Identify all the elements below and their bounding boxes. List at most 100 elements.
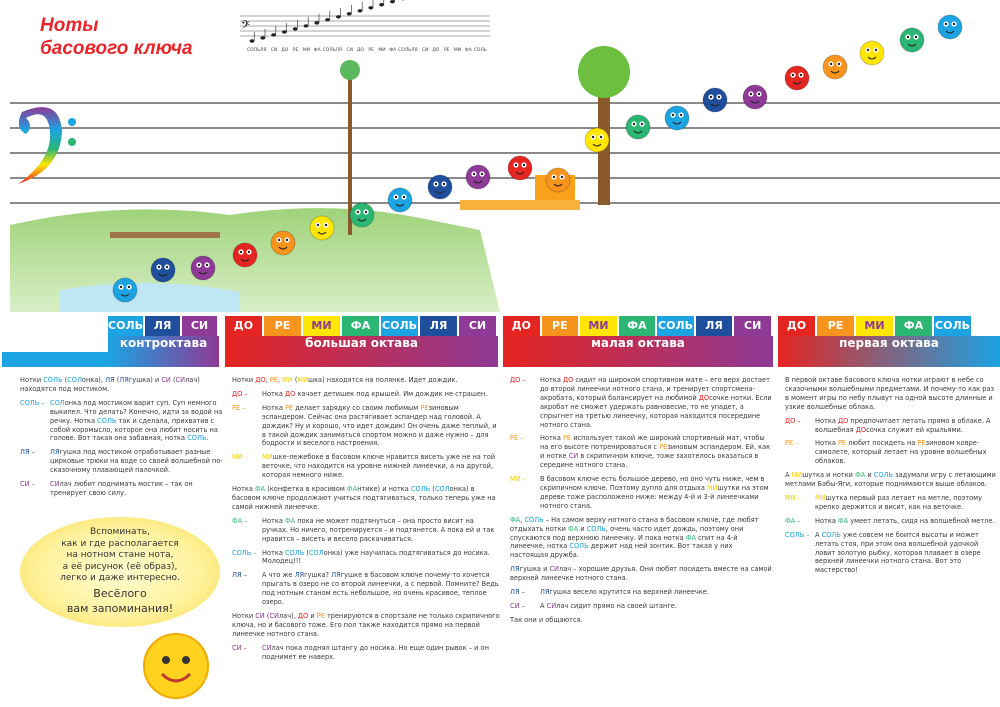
note-highlight: СОЛЬ [410, 485, 431, 494]
note-highlight: ЛЯ [50, 448, 60, 457]
description-text: Нотка ДО предпочитает летать прямо в обл… [815, 417, 997, 435]
note-character-do [232, 242, 258, 268]
note-highlight: МИ [706, 483, 718, 492]
text-segment: онка) уже научилась подтягиваться до нос… [262, 548, 490, 566]
note-highlight: ЛЯ [119, 376, 129, 384]
text-segment: предпочитает летать прямо в облаке. А во… [815, 416, 991, 434]
note-character-re [822, 54, 848, 80]
text-segment: и [578, 524, 587, 533]
text-column-contra: Нотки СОЛЬ (СОЛонка), ЛЯ (ЛЯгушка) и СИ … [20, 376, 225, 503]
mini-staff: 𝄢 [240, 0, 490, 43]
text-segment: гушка? [304, 571, 332, 580]
note-highlight: СОЛ [434, 485, 450, 494]
smiley-sun-icon [143, 633, 209, 699]
note-tab: СОЛЬ [108, 316, 145, 336]
note-character-do [507, 155, 533, 181]
text-segment: гушке в басовом ключе почему-то хочется … [262, 571, 499, 607]
note-highlight: ЛЯ [105, 376, 115, 384]
text-segment: Нотки [232, 376, 256, 384]
note-label: ФА – [785, 516, 801, 525]
bass-clef-icon [18, 107, 62, 184]
note-highlight: ФА [254, 485, 266, 494]
note-highlight: ФА [510, 515, 521, 524]
note-label: МИ – [232, 453, 249, 462]
note-label: РЕ – [510, 434, 524, 443]
title-line-2: басового ключа [40, 38, 193, 59]
text-column-first: В первой октаве басового ключа нотки игр… [785, 376, 997, 580]
text-segment: В басовом ключе есть большое дерево, но … [540, 475, 765, 492]
note-description: ДО – Нотка ДО качает детишек под крышей. … [232, 390, 500, 399]
text-segment: ( [264, 611, 270, 620]
note-highlight: ФА [837, 516, 849, 525]
note-tab: ДО [503, 316, 542, 336]
text-segment: ( [62, 376, 68, 384]
text-segment: Нотка [232, 485, 255, 494]
note-tab: СОЛЬ [934, 316, 973, 336]
note-character-la [427, 174, 453, 200]
mini-note-head [325, 18, 330, 22]
mini-note-name: СОЛЬ [398, 48, 412, 53]
description-text: Нотка ДО качает детишек под крышей. Им д… [262, 390, 487, 399]
note-description: МИ – МИшутка первый раз летает на метле, … [785, 494, 997, 512]
note-character-mi [584, 127, 610, 153]
octave-strip [503, 352, 773, 367]
note-description: ФА – Нотка ФА пока не может подтянуться –… [232, 517, 500, 544]
text-segment: зиновом ковре-самолете, который летает н… [815, 439, 987, 466]
text-segment: лач пока поднял штангу до носика. Но еще… [262, 643, 489, 661]
text-segment: и [308, 611, 317, 620]
text-segment: Нотка [540, 434, 563, 443]
note-highlight: СОЛЬ [284, 548, 305, 557]
text-segment: Нотки [20, 376, 44, 384]
note-tab: ЛЯ [695, 316, 735, 336]
paragraph: ЛЯгушка и СИлач – хорошие друзья. Они лю… [510, 565, 772, 583]
description-text: Нотка ФА пока не может подтянуться – она… [262, 517, 500, 544]
note-character-fa [899, 27, 925, 53]
mini-note-name: РЕ [292, 48, 299, 53]
note-highlight: ЛЯ [294, 571, 305, 580]
mini-note-head [292, 27, 298, 31]
text-segment: сочка служит ей крыльями. [866, 425, 963, 434]
note-highlight: ЛЯ [540, 588, 550, 597]
octave-note-tabs: ДО РЕ МИ ФА СОЛЬ ЛЯ СИ [225, 316, 498, 336]
bubble-text: легко и даже интересно. [60, 573, 180, 583]
bridge [110, 232, 220, 238]
octave-name: малая октава [503, 336, 773, 352]
description-text: МИшутка первый раз летает на метле, поэт… [815, 494, 997, 512]
note-tab: МИ [580, 316, 619, 336]
note-highlight: ФА [346, 485, 358, 494]
mini-note-name: ЛЯ [259, 48, 267, 53]
note-character-si [742, 84, 768, 110]
text-column-big: Нотки ДО, РЕ, МИ (МИшка) находятся на по… [232, 376, 500, 666]
note-label: СОЛЬ – [232, 548, 257, 557]
mini-note-head [390, 0, 395, 4]
note-highlight: СИ [175, 376, 186, 384]
note-tab: РЕ [264, 316, 303, 336]
text-segment: (конфетка в красивом [265, 485, 347, 494]
page-title: Ноты басового ключа [40, 14, 192, 60]
mini-bass-clef-icon: 𝄢 [241, 19, 250, 35]
note-highlight: ДО [698, 393, 710, 402]
description-text: Нотка ФА умеет летать, сидя на волшебной… [815, 517, 994, 526]
text-segment: Нотка [815, 416, 838, 425]
note-tab: ЛЯ [420, 316, 459, 336]
note-highlight: СОЛЬ [821, 530, 841, 539]
text-segment: онка) в басовом ключе продолжают учиться… [232, 485, 496, 511]
mini-note-name: МИ [378, 48, 386, 53]
mini-note-name: РЕ [368, 48, 374, 53]
note-highlight: МИ [791, 471, 803, 480]
note-character-do [784, 65, 810, 91]
note-highlight: СИ [255, 611, 265, 620]
mini-note-head [314, 21, 320, 25]
description-text: А что же ЛЯгушка? ЛЯгушке в басовом ключ… [262, 571, 500, 607]
mini-note-name: ЛЯ [335, 48, 343, 53]
text-segment: Нотка [262, 548, 285, 557]
description-text: А СИлач сидит прямо на своей штанге. [540, 602, 677, 611]
text-segment: Так они и общаются. [510, 615, 583, 624]
note-highlight: СОЛ [308, 548, 324, 557]
note-character-la [150, 257, 176, 283]
note-tab: ДО [225, 316, 264, 336]
note-character-sol [937, 14, 963, 40]
note-highlight: МИ [262, 453, 273, 462]
description-text: СИлач пока поднял штангу до носика. Но е… [262, 644, 500, 662]
note-description: ЛЯ – ЛЯгушка под мостиком отрабатывает ра… [20, 448, 225, 475]
